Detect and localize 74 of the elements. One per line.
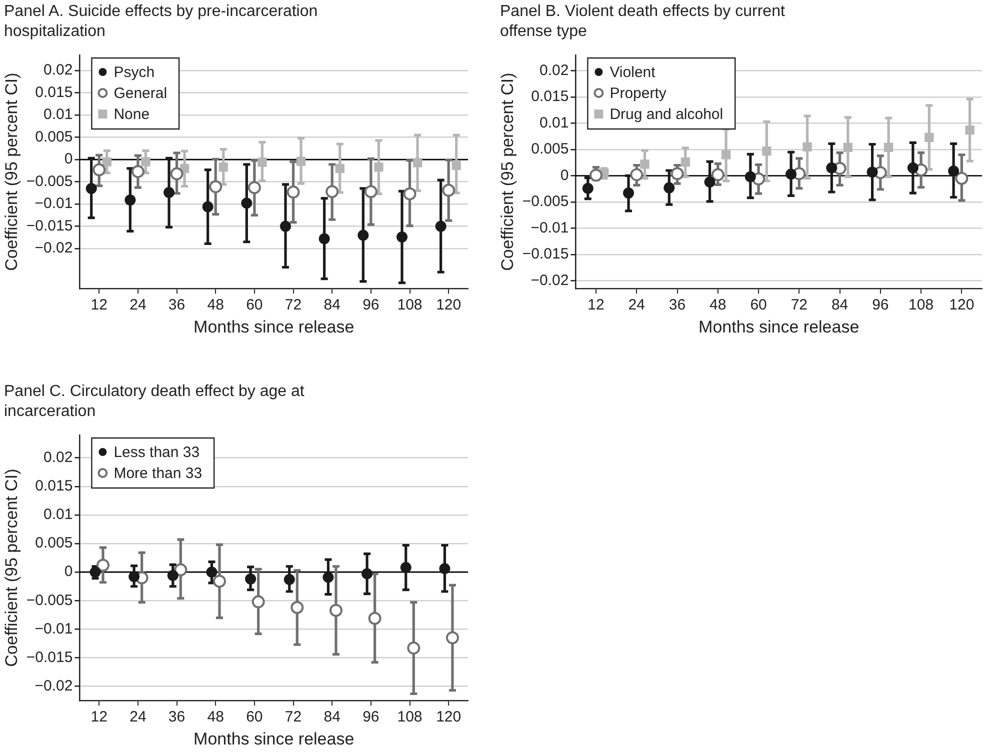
x-tick-label: 60 [750,296,767,314]
y-tick-label: 0 [64,150,73,168]
y-tick-label: 0.01 [43,106,73,124]
y-tick-label: 0.02 [539,62,569,79]
y-tick-label: −0.015 [522,246,569,263]
legend-label: Property [610,85,667,102]
x-tick-label: 12 [588,296,604,314]
y-tick-label: 0.005 [531,140,569,158]
legend-label: More than 33 [114,465,202,482]
x-tick-label: 24 [130,296,146,314]
x-tick-label: 108 [908,296,934,314]
x-tick-label: 108 [397,296,422,314]
x-tick-label: 96 [362,708,380,726]
x-tick-label: 120 [949,296,974,314]
x-axis-title: Months since release [194,729,354,748]
y-tick-label: −0.02 [34,677,73,694]
y-tick-label: −0.01 [34,195,73,212]
legend-label: Psych [114,64,155,82]
x-tick-label: 48 [207,296,224,314]
y-tick-label: 0 [560,166,569,184]
y-tick-label: −0.005 [522,193,569,210]
y-tick-label: 0.015 [35,84,73,101]
y-tick-label: −0.01 [530,219,569,236]
legend-label: Drug and alcohol [610,106,724,124]
x-tick-label: 60 [246,296,263,314]
chart-title: Panel C. Circulatory death effect by age at incarceration [4,382,306,422]
x-tick-label: 24 [628,296,645,314]
y-tick-label: −0.015 [26,648,73,666]
legend-label: None [114,106,150,124]
y-tick-label: 0.02 [43,62,73,79]
y-tick-label: −0.005 [26,172,73,190]
chart-title: Panel B. Violent death effects by current offense type [500,2,786,42]
x-tick-label: 72 [790,296,808,314]
x-tick-label: 84 [324,708,340,726]
x-tick-label: 72 [284,708,302,726]
x-tick-label: 48 [710,296,726,314]
x-tick-label: 84 [324,296,340,314]
x-tick-label: 60 [246,708,263,726]
x-axis-title: Months since release [698,317,860,336]
y-tick-label: 0.02 [43,448,73,466]
x-tick-label: 84 [831,296,848,314]
y-tick-label: −0.01 [34,620,73,638]
x-tick-label: 36 [668,296,686,314]
x-tick-label: 108 [397,708,422,726]
x-tick-label: 96 [872,296,889,314]
y-tick-label: −0.02 [530,272,569,289]
legend-label: General [114,85,168,102]
y-axis-title: Coefficient (95 percent CI) [2,468,21,667]
x-axis-title: Months since release [194,317,354,336]
y-axis-title: Coefficient (95 percent CI) [2,72,21,271]
y-tick-label: 0.015 [35,478,73,495]
y-tick-label: 0.005 [35,128,73,146]
y-axis-title: Coefficient (95 percent CI) [498,72,517,271]
y-tick-label: −0.02 [34,240,73,257]
x-tick-label: 12 [90,708,108,726]
x-tick-label: 36 [168,708,186,726]
y-tick-label: 0.015 [531,88,569,106]
x-tick-label: 48 [207,708,224,726]
x-tick-label: 96 [362,296,380,314]
legend-label: Less than 33 [114,444,200,462]
y-tick-label: 0 [64,563,73,580]
y-tick-label: 0.01 [539,114,569,132]
y-tick-label: −0.015 [26,217,73,234]
chart-title: Panel A. Suicide effects by pre-incarceration hospitalization [4,2,319,42]
y-tick-label: −0.005 [26,592,73,609]
x-tick-label: 120 [436,708,462,726]
x-tick-label: 24 [130,708,146,726]
y-tick-label: 0.01 [43,506,73,524]
x-tick-label: 12 [90,296,108,314]
legend-label: Violent [610,64,656,82]
y-tick-label: 0.005 [35,534,73,552]
x-tick-label: 120 [436,296,462,314]
x-tick-label: 72 [284,296,302,314]
x-tick-label: 36 [168,296,186,314]
